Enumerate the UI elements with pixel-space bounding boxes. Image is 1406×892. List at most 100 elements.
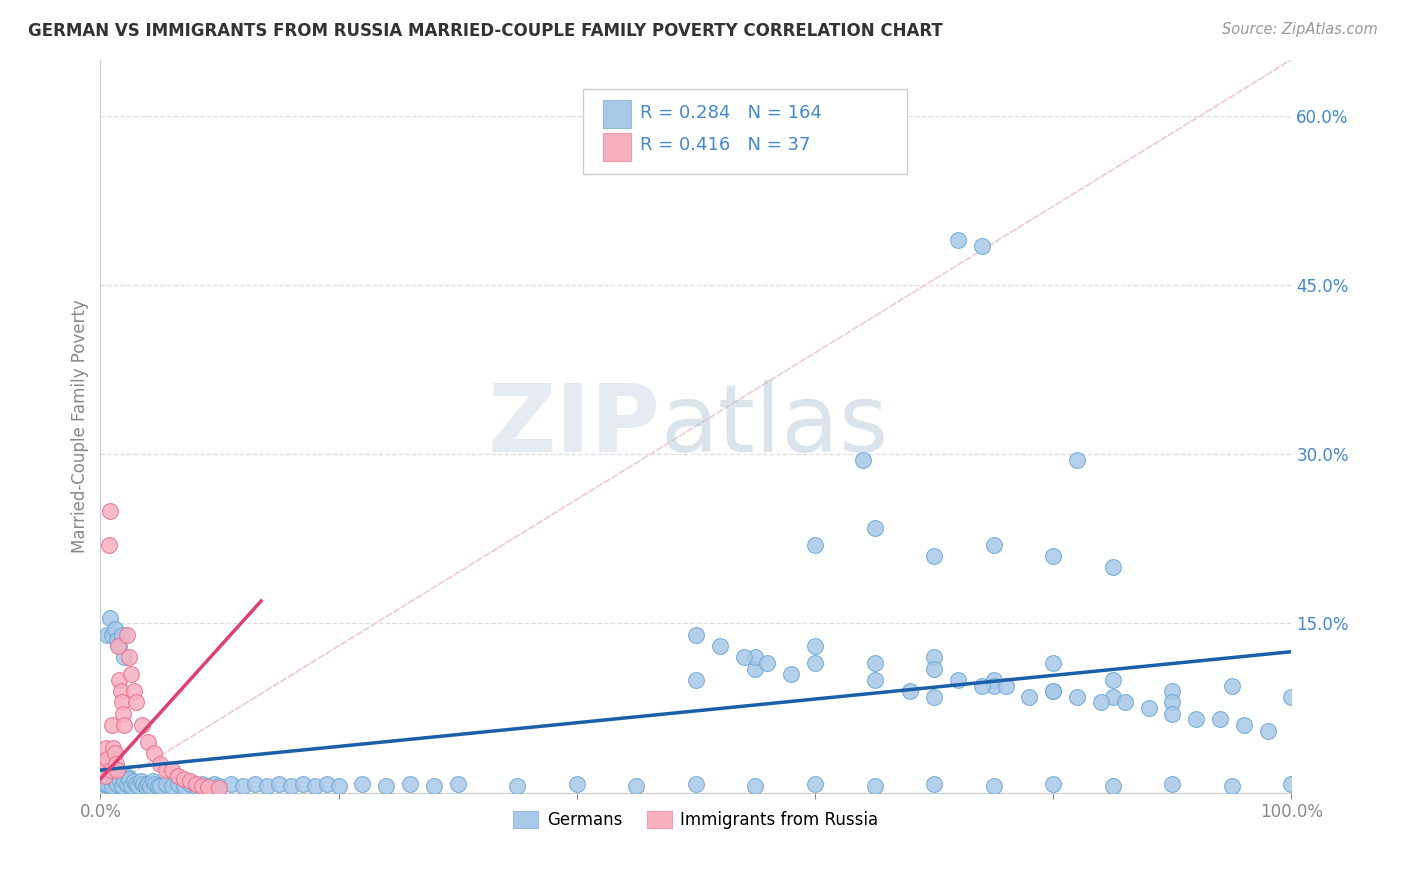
Point xyxy=(136,735,159,749)
Point xyxy=(423,779,446,793)
Point xyxy=(756,656,779,670)
Point xyxy=(122,684,145,698)
Point xyxy=(267,777,290,791)
Point xyxy=(197,779,219,793)
Point xyxy=(1101,690,1123,704)
Point xyxy=(91,763,114,777)
Point xyxy=(122,774,145,789)
Point xyxy=(107,772,129,786)
Point xyxy=(132,777,155,791)
Point xyxy=(375,779,398,793)
Point xyxy=(111,777,134,791)
Text: GERMAN VS IMMIGRANTS FROM RUSSIA MARRIED-COUPLE FAMILY POVERTY CORRELATION CHART: GERMAN VS IMMIGRANTS FROM RUSSIA MARRIED… xyxy=(28,22,943,40)
Point xyxy=(1233,718,1256,732)
Point xyxy=(104,770,127,784)
Point xyxy=(804,656,827,670)
Point xyxy=(1185,712,1208,726)
Point xyxy=(149,779,172,793)
Point xyxy=(173,779,195,793)
Point xyxy=(117,770,139,784)
Point xyxy=(115,628,138,642)
Point xyxy=(685,673,707,687)
Point xyxy=(120,667,142,681)
Point xyxy=(994,679,1017,693)
Point xyxy=(804,639,827,653)
Point xyxy=(565,777,588,791)
Point xyxy=(506,779,529,793)
Point xyxy=(1090,695,1112,709)
Point xyxy=(208,779,231,793)
Point xyxy=(96,752,118,766)
Point xyxy=(142,774,165,789)
Point xyxy=(1042,549,1064,563)
Point xyxy=(100,774,122,789)
Point xyxy=(105,772,128,786)
Point xyxy=(160,763,183,777)
Point xyxy=(111,774,134,789)
Point xyxy=(744,779,766,793)
Text: R = 0.416   N = 37: R = 0.416 N = 37 xyxy=(640,136,810,154)
Point xyxy=(166,769,188,783)
Point xyxy=(1161,706,1184,721)
Point xyxy=(970,679,993,693)
Point xyxy=(304,779,326,793)
Point xyxy=(94,774,117,789)
Point xyxy=(256,779,278,793)
Point xyxy=(117,772,139,786)
Point xyxy=(852,453,875,467)
Point xyxy=(118,650,141,665)
Point xyxy=(1042,684,1064,698)
Point xyxy=(101,779,124,793)
Point xyxy=(114,772,136,786)
Point xyxy=(104,774,127,789)
Point xyxy=(863,779,886,793)
Point xyxy=(101,628,124,642)
Text: atlas: atlas xyxy=(661,380,889,472)
Point xyxy=(946,233,969,247)
Point xyxy=(922,549,945,563)
Point xyxy=(922,777,945,791)
Point xyxy=(108,772,131,786)
Point xyxy=(970,238,993,252)
Point xyxy=(328,779,350,793)
Point xyxy=(1101,560,1123,574)
Point xyxy=(100,774,122,789)
Point xyxy=(96,628,118,642)
Point xyxy=(129,774,152,789)
Point xyxy=(685,777,707,791)
Legend: Germans, Immigrants from Russia: Germans, Immigrants from Russia xyxy=(506,804,886,836)
Point xyxy=(173,772,195,786)
Point xyxy=(922,650,945,665)
Point xyxy=(127,779,149,793)
Point xyxy=(1161,684,1184,698)
Point xyxy=(120,779,142,793)
Point xyxy=(115,777,138,791)
Point xyxy=(120,779,142,793)
Point xyxy=(744,650,766,665)
Text: Source: ZipAtlas.com: Source: ZipAtlas.com xyxy=(1222,22,1378,37)
Point xyxy=(98,772,121,786)
Point xyxy=(1114,695,1136,709)
Point xyxy=(184,779,207,793)
Point xyxy=(190,779,212,793)
Point xyxy=(97,537,120,551)
Point xyxy=(101,718,124,732)
Point xyxy=(96,774,118,789)
Point xyxy=(108,673,131,687)
Point xyxy=(103,767,125,781)
Point xyxy=(399,777,422,791)
Point xyxy=(114,777,136,791)
Point xyxy=(112,774,135,789)
Point xyxy=(96,772,118,786)
Point xyxy=(733,650,755,665)
Point xyxy=(709,639,731,653)
Point xyxy=(104,757,127,772)
Point xyxy=(104,777,127,791)
Point xyxy=(1257,723,1279,738)
Point xyxy=(97,779,120,793)
Point xyxy=(108,772,131,786)
Point xyxy=(898,684,921,698)
Point xyxy=(112,774,135,789)
Point xyxy=(100,763,122,777)
Point xyxy=(146,779,169,793)
